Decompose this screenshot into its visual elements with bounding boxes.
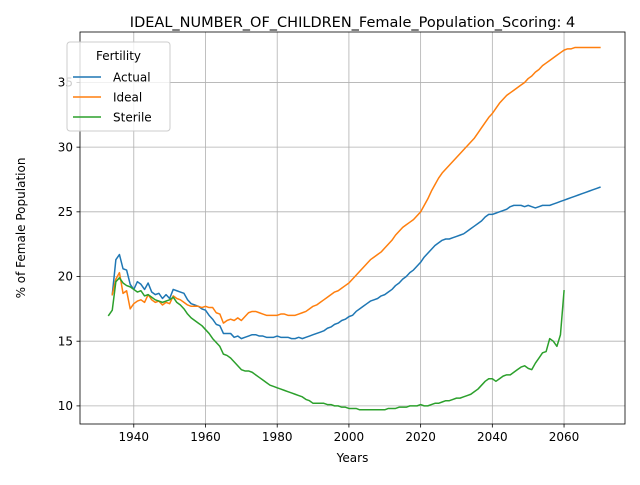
x-axis-label: Years: [336, 451, 369, 465]
chart-title: IDEAL_NUMBER_OF_CHILDREN_Female_Populati…: [130, 15, 575, 31]
legend-title: Fertility: [96, 49, 141, 63]
legend-box: [66, 41, 171, 132]
plot-frame: [79, 31, 626, 425]
x-tick-label: 2040: [477, 430, 508, 444]
x-tick-label: 1960: [190, 430, 221, 444]
y-tick-label: 10: [58, 399, 73, 413]
y-tick-label: 30: [58, 140, 73, 154]
legend: Fertility Actual Ideal Sterile: [66, 41, 171, 132]
series-lines: [107, 46, 601, 411]
series-line-ideal: [111, 46, 601, 324]
legend-label-ideal: Ideal: [113, 90, 142, 104]
x-tick-label: 2060: [549, 430, 580, 444]
series-line-actual: [111, 186, 601, 340]
x-tick-label: 1940: [119, 430, 150, 444]
x-tick-label: 1980: [262, 430, 293, 444]
x-tick-label: 2000: [334, 430, 365, 444]
y-tick-label: 15: [58, 334, 73, 348]
legend-label-actual: Actual: [113, 70, 151, 84]
x-tick-label: 2020: [405, 430, 436, 444]
series-line-sterile: [107, 277, 565, 411]
legend-entries: Actual Ideal Sterile: [73, 70, 152, 124]
legend-label-sterile: Sterile: [113, 110, 152, 124]
grid: [80, 32, 625, 424]
y-axis-label: % of Female Population: [14, 158, 28, 299]
y-tick-label: 20: [58, 270, 73, 284]
y-tick-label: 25: [58, 205, 73, 219]
